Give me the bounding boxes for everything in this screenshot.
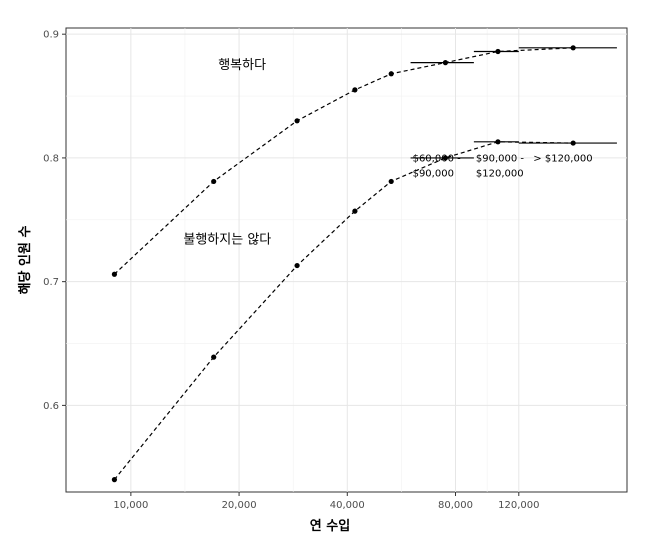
y-axis-title: 해당 인원 수 bbox=[17, 226, 33, 295]
grid bbox=[66, 28, 627, 492]
x-axis-title: 연 수입 bbox=[310, 519, 350, 534]
data-point bbox=[442, 155, 449, 161]
x-tick-label: 20,000 bbox=[222, 500, 257, 511]
series-2: 불행하지는 않다 bbox=[111, 139, 617, 483]
data-point bbox=[570, 140, 576, 146]
data-point bbox=[294, 118, 300, 124]
data-point bbox=[211, 178, 217, 185]
income-bracket-label: $90,000 bbox=[413, 168, 454, 179]
data-point bbox=[388, 178, 394, 185]
series-line bbox=[113, 141, 574, 480]
data-point bbox=[570, 45, 576, 51]
data-point bbox=[495, 139, 501, 145]
x-tick-label: 80,000 bbox=[438, 500, 473, 511]
data-point bbox=[388, 71, 394, 77]
plot-panel bbox=[65, 27, 628, 493]
series-line bbox=[113, 47, 574, 275]
series-label: 행복하다 bbox=[218, 57, 266, 73]
y-tick-label: 0.6 bbox=[43, 401, 59, 412]
income-bracket-label: > $120,000 bbox=[533, 154, 592, 165]
data-point bbox=[442, 60, 449, 66]
data-point bbox=[495, 48, 501, 55]
axis-ticks: 0.6 0.7 0.8 0.9 10,000 20,000 40,000 80,000 120,… bbox=[43, 30, 539, 511]
data-point bbox=[352, 87, 358, 93]
data-point bbox=[111, 271, 118, 277]
income-bracket-label: $90,000 - bbox=[476, 154, 525, 165]
y-tick-label: 0.8 bbox=[43, 153, 59, 164]
annotations: $60,000 - $90,000 $90,000 - $120,000 > $120,… bbox=[413, 154, 593, 180]
y-tick-label: 0.9 bbox=[43, 30, 59, 41]
series-1: 행복하다 bbox=[111, 45, 617, 277]
x-tick-label: 120,000 bbox=[498, 500, 539, 511]
x-tick-label: 10,000 bbox=[113, 500, 148, 511]
data-point bbox=[211, 354, 217, 360]
data-point bbox=[294, 262, 300, 269]
x-tick-label: 40,000 bbox=[330, 500, 365, 511]
data-point bbox=[352, 208, 358, 214]
data-point bbox=[111, 477, 118, 483]
series-label: 불행하지는 않다 bbox=[183, 231, 271, 247]
income-bracket-label: $120,000 bbox=[476, 168, 524, 179]
income-bracket-label: $60,000 - bbox=[413, 154, 462, 165]
y-tick-label: 0.7 bbox=[43, 277, 59, 288]
